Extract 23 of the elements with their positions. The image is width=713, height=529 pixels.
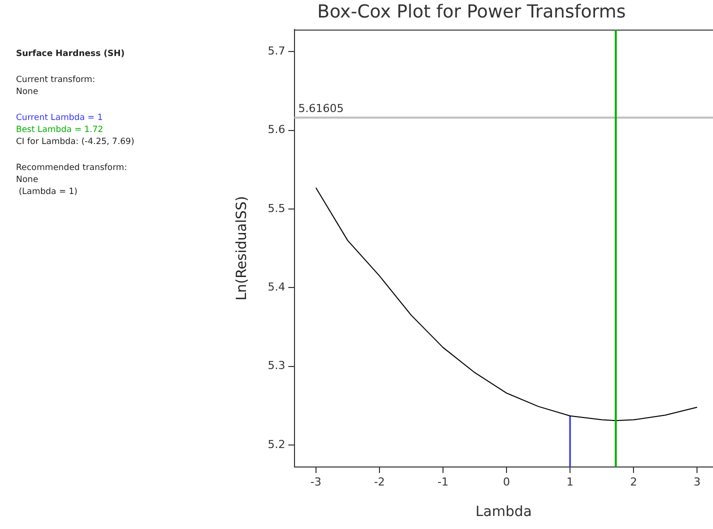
y-tick-label: 5.5	[268, 202, 286, 215]
ref-line-label: 5.61605	[298, 102, 344, 116]
x-tick-label: 3	[694, 475, 701, 488]
text: Surface Hardness (SH)	[16, 48, 126, 60]
x-tick-label: 2	[630, 475, 638, 488]
text: CI for Lambda: (-4.25, 7.69)	[16, 136, 136, 148]
y-tick-label: 5.2	[268, 438, 286, 451]
x-axis-title: Lambda	[475, 504, 532, 520]
y-tick-label: 5.7	[268, 44, 286, 58]
text: Recommended transform: None (Lambda = 1)	[16, 162, 128, 198]
ref-line-label: Best Lambda = 1.72	[16, 124, 104, 136]
y-tick-label: 5.6	[268, 123, 286, 136]
x-tick-label: -1	[437, 475, 448, 488]
x-tick-label: -2	[374, 475, 385, 488]
x-tick-label: -3	[310, 475, 322, 488]
x-tick-label: 1	[566, 475, 574, 488]
y-axis-title: Ln(ResidualSS)	[234, 196, 250, 301]
text: Current Lambda = 1	[16, 112, 104, 124]
y-tick-label: 5.4	[268, 280, 286, 294]
text: Current transform: None	[16, 74, 96, 98]
y-tick-label: 5.3	[268, 359, 286, 372]
chart-title: Box-Cox Plot for Power Transforms	[317, 1, 626, 22]
x-tick-label: 0	[503, 475, 510, 488]
